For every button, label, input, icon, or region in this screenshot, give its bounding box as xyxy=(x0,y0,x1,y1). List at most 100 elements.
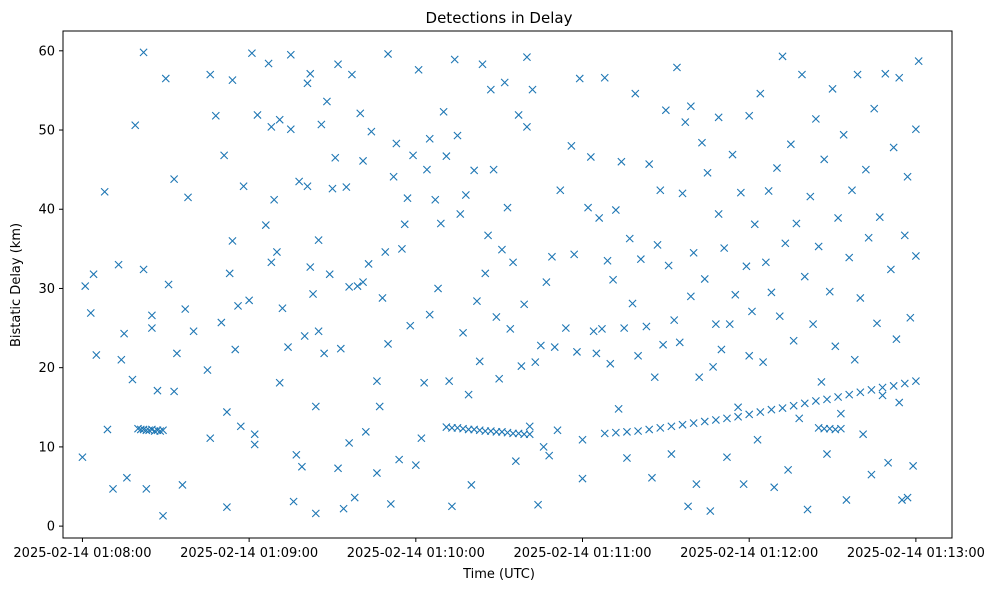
data-point xyxy=(670,316,679,325)
data-point xyxy=(845,390,854,399)
data-point xyxy=(270,195,279,204)
data-point xyxy=(292,450,301,459)
data-point xyxy=(120,329,129,338)
data-point xyxy=(645,160,654,169)
data-point xyxy=(89,270,98,279)
data-point xyxy=(825,287,834,296)
data-point xyxy=(664,261,673,270)
data-point xyxy=(456,210,465,218)
data-point xyxy=(411,461,420,470)
data-point xyxy=(453,131,462,140)
data-point xyxy=(472,297,481,306)
data-point xyxy=(389,172,398,181)
data-point xyxy=(334,464,343,473)
data-point xyxy=(156,427,165,436)
data-point xyxy=(464,390,473,399)
y-tick-label: 0 xyxy=(47,520,55,535)
data-point xyxy=(914,57,923,66)
data-point xyxy=(122,473,131,482)
data-point xyxy=(100,187,109,196)
data-point xyxy=(572,347,581,356)
data-point xyxy=(206,434,215,443)
data-point xyxy=(172,349,181,358)
data-point xyxy=(814,242,823,251)
data-point xyxy=(489,165,498,174)
data-point xyxy=(361,427,370,436)
data-point xyxy=(336,344,345,353)
data-point xyxy=(117,355,126,364)
data-point xyxy=(714,210,723,218)
data-point xyxy=(797,70,806,79)
data-point xyxy=(350,493,359,502)
data-point xyxy=(400,220,409,229)
data-point xyxy=(253,110,262,119)
data-point xyxy=(895,398,904,407)
y-axis-title: Bistatic Delay (km) xyxy=(9,223,24,347)
data-point xyxy=(667,450,676,459)
data-point xyxy=(603,256,612,265)
data-point xyxy=(864,233,873,242)
data-point xyxy=(822,395,831,404)
data-point xyxy=(789,336,798,345)
data-point xyxy=(403,194,412,203)
data-point xyxy=(622,427,631,436)
data-point xyxy=(170,175,179,184)
data-point xyxy=(414,65,423,74)
data-point xyxy=(742,262,751,271)
data-point xyxy=(681,118,690,127)
data-point xyxy=(228,76,237,85)
data-point xyxy=(595,213,604,222)
data-point xyxy=(656,423,665,432)
data-point xyxy=(364,259,373,268)
x-tick-label: 2025-02-14 01:09:00 xyxy=(180,546,318,561)
y-axis-ticks: 0 10 20 30 40 50 60 xyxy=(38,44,63,535)
data-points xyxy=(78,48,923,520)
data-point xyxy=(634,351,643,360)
data-point xyxy=(692,480,701,489)
x-tick-label: 2025-02-14 01:10:00 xyxy=(347,546,485,561)
data-point xyxy=(889,381,898,390)
data-point xyxy=(903,493,912,502)
data-point xyxy=(745,111,754,120)
data-point xyxy=(720,244,729,253)
data-point xyxy=(522,53,531,62)
y-tick-label: 40 xyxy=(38,203,55,218)
data-point xyxy=(139,48,148,57)
data-point xyxy=(395,455,404,464)
data-point xyxy=(714,113,723,122)
data-point xyxy=(822,450,831,459)
x-tick-label: 2025-02-14 01:11:00 xyxy=(513,546,651,561)
data-point xyxy=(375,402,384,411)
data-point xyxy=(234,301,243,310)
data-point xyxy=(634,427,643,436)
data-point xyxy=(445,377,454,386)
data-point xyxy=(261,221,270,230)
data-point xyxy=(700,274,709,283)
data-point xyxy=(359,278,368,287)
data-point xyxy=(561,324,570,333)
data-point xyxy=(331,153,340,162)
data-point xyxy=(542,278,551,287)
data-point xyxy=(650,373,659,382)
data-point xyxy=(467,480,476,489)
data-point xyxy=(784,465,793,474)
data-point xyxy=(164,280,173,289)
data-point xyxy=(142,484,151,493)
data-point xyxy=(778,404,787,413)
data-point xyxy=(911,251,920,260)
data-point xyxy=(286,125,295,134)
data-point xyxy=(745,410,754,419)
data-point xyxy=(853,70,862,79)
data-point xyxy=(584,203,593,212)
data-point xyxy=(345,282,354,291)
data-point xyxy=(372,377,381,386)
data-point xyxy=(867,385,876,394)
data-point xyxy=(645,425,654,434)
data-point xyxy=(247,49,256,58)
data-point xyxy=(314,327,323,336)
data-point xyxy=(806,192,815,201)
data-point xyxy=(447,502,456,511)
data-point xyxy=(734,403,743,412)
